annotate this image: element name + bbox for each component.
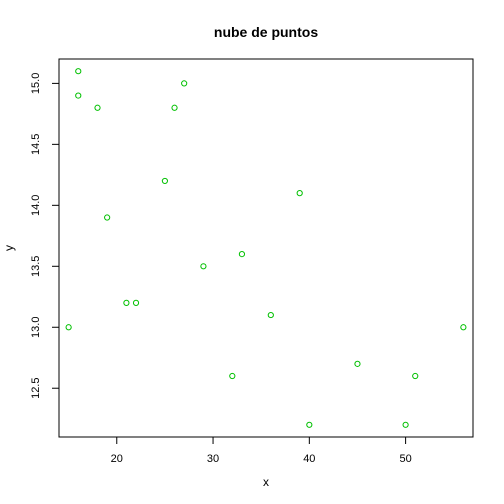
data-point (402, 421, 409, 428)
data-point (354, 360, 361, 367)
y-tick-label: 14.5 (30, 134, 42, 155)
data-points (65, 68, 467, 428)
x-tick-label: 40 (303, 453, 315, 465)
y-axis: 12.5 13.0 13.5 14.0 14.5 15.0 (30, 73, 60, 399)
x-tick-label: 30 (207, 453, 219, 465)
data-point (412, 372, 419, 380)
x-tick-label: 50 (399, 453, 411, 465)
data-point (238, 250, 246, 258)
data-point (94, 104, 101, 111)
y-tick-label: 13.5 (30, 256, 42, 277)
data-point (200, 263, 207, 270)
x-axis: 20 30 40 50 (111, 436, 412, 465)
data-point (296, 190, 303, 197)
data-point (306, 421, 313, 428)
data-point (65, 324, 72, 331)
data-point (171, 104, 178, 111)
data-point (229, 372, 236, 380)
data-point (104, 214, 111, 221)
data-point (460, 324, 467, 331)
data-point (161, 177, 169, 185)
data-point (75, 68, 82, 75)
data-point (267, 311, 274, 319)
plot-frame (58, 58, 474, 438)
y-axis-label: y (2, 245, 16, 251)
y-tick-label: 12.5 (30, 378, 42, 399)
data-point (123, 299, 130, 306)
data-point (75, 92, 82, 99)
chart-title: nube de puntos (214, 24, 318, 40)
x-axis-label: x (263, 475, 269, 489)
y-tick-label: 15.0 (30, 73, 42, 94)
x-tick-label: 20 (111, 453, 123, 465)
data-point (132, 299, 140, 306)
y-tick-label: 14.0 (30, 195, 42, 216)
y-tick-label: 13.0 (30, 317, 42, 338)
data-point (181, 80, 188, 87)
